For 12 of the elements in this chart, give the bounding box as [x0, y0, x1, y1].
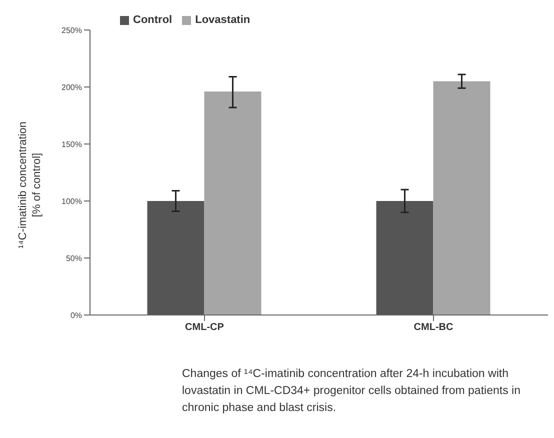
y-axis-title: ¹⁴C-imatinib concentration [% of control] — [17, 122, 43, 248]
legend-label: Control — [133, 14, 172, 26]
y-tick-label: 200% — [62, 82, 82, 92]
y-tick-label: 50% — [66, 254, 82, 263]
y-tick-label: 250% — [62, 26, 82, 35]
y-tick-label: 100% — [62, 196, 82, 206]
legend-label: Lovastatin — [195, 14, 250, 26]
x-tick-label: CML-BC — [414, 322, 454, 334]
text: Changes of ¹⁴C-imatinib concentration after 24-h incubation with lovastatin in CML-CD34+ progenitor cells obtained from patients in chronic phase and blast crisis. — [182, 367, 522, 416]
x-tick-label: CML-CP — [185, 322, 224, 334]
y-tick-label: 0% — [70, 310, 82, 320]
y-tick-label: 150% — [62, 140, 82, 149]
